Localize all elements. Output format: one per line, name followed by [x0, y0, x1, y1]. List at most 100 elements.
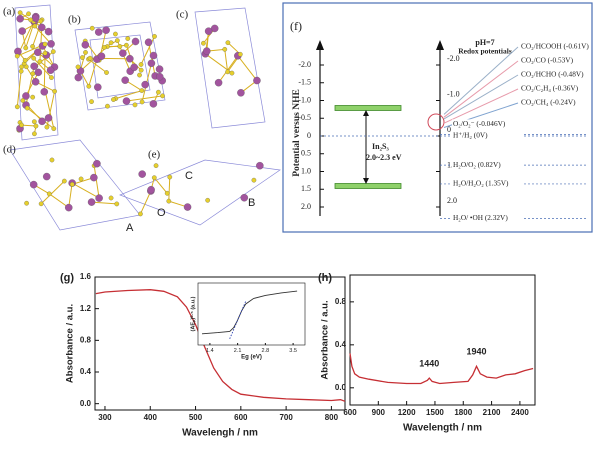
- atom: [152, 34, 157, 39]
- tick-label: -0.5: [298, 113, 311, 122]
- atom: [104, 70, 109, 75]
- atom: [137, 72, 142, 78]
- redox-title: Redox potentials: [458, 47, 512, 56]
- atom: [34, 68, 43, 77]
- atom: [122, 97, 131, 105]
- atom: [160, 93, 165, 99]
- atom: [114, 38, 120, 43]
- atom: [19, 122, 24, 128]
- atom: [138, 62, 144, 67]
- atom: [89, 25, 95, 31]
- atom: [32, 23, 38, 29]
- atom: [156, 89, 161, 95]
- tick-label: -2.0: [447, 54, 460, 63]
- atom: [149, 51, 158, 60]
- atom-label: O: [157, 207, 166, 219]
- atom: [201, 40, 206, 46]
- panel-label: (a): [3, 6, 16, 18]
- atom: [87, 55, 93, 61]
- bond: [33, 57, 52, 78]
- atom: [166, 198, 172, 204]
- atom: [14, 53, 20, 59]
- data-line: [229, 301, 247, 339]
- atom: [18, 68, 24, 74]
- atom: [38, 18, 44, 24]
- x-tick-label: 300: [98, 413, 112, 422]
- atom: [204, 27, 213, 35]
- atom: [14, 104, 20, 110]
- redox-label: CO₂/HCHO (-0.48V): [521, 70, 584, 79]
- atom: [22, 92, 30, 100]
- atom: [64, 203, 73, 212]
- label-bg: [520, 42, 588, 52]
- x-tick-label: 2.8: [262, 348, 270, 354]
- atom: [89, 99, 94, 104]
- atom: [31, 119, 37, 125]
- bond: [46, 91, 56, 128]
- atom-label: C: [185, 170, 193, 182]
- atom: [102, 26, 110, 34]
- plot-frame: [349, 274, 536, 406]
- tick-label: 1.5: [301, 184, 311, 193]
- bond: [224, 49, 229, 72]
- atom: [93, 159, 101, 168]
- atom: [42, 50, 48, 56]
- atom: [167, 174, 173, 180]
- redox-label: CO₂/CO (-0.53V): [521, 56, 574, 65]
- atom: [149, 100, 158, 108]
- atom: [74, 73, 83, 82]
- atom: [69, 182, 75, 187]
- atom: [147, 185, 155, 194]
- bond: [153, 177, 168, 194]
- redox-label: H₂O/ •OH (2.32V): [453, 213, 508, 222]
- x-tick-label: 1800: [454, 408, 472, 417]
- x-tick-label: 800: [325, 413, 339, 422]
- tick-label: 0: [307, 131, 311, 140]
- redox-line: [443, 74, 519, 120]
- panel-label: (h): [318, 272, 332, 284]
- atom: [28, 17, 34, 23]
- atom: [147, 59, 156, 68]
- band-gap: 2.0~2.3 eV: [366, 153, 402, 162]
- atom: [139, 99, 145, 105]
- tick-label: 2.0: [447, 196, 457, 205]
- atom: [81, 41, 90, 49]
- bond: [16, 71, 22, 107]
- atom: [95, 194, 103, 202]
- cell-edge: [89, 34, 151, 99]
- cell-edge: [194, 7, 266, 129]
- atom: [108, 195, 114, 201]
- atom: [23, 45, 29, 51]
- bond: [21, 124, 36, 127]
- atom: [108, 40, 114, 46]
- atom: [94, 28, 103, 36]
- bond: [93, 165, 100, 199]
- x-tick-label: 600: [343, 408, 357, 417]
- atom: [40, 88, 48, 96]
- atom: [24, 105, 30, 111]
- atom: [75, 64, 81, 70]
- redox-label: CO₂/C₂H₄ (-0.36V): [521, 84, 579, 93]
- redox-line: [443, 46, 519, 115]
- atom: [83, 50, 88, 55]
- axis-arrow: [316, 40, 324, 50]
- atom: [16, 15, 24, 23]
- atom: [138, 170, 146, 178]
- bond: [43, 53, 46, 92]
- panel-label: (f): [290, 19, 302, 33]
- label-bg: [520, 70, 588, 80]
- bond: [115, 90, 142, 100]
- tick-label: 0: [447, 125, 451, 134]
- atom: [26, 11, 31, 17]
- x-tick-label: 1500: [426, 408, 444, 417]
- atom: [49, 157, 55, 163]
- arrow-head: [363, 178, 369, 184]
- arrow-head: [363, 110, 369, 116]
- redox-label: H₂O/H₂O₂ (1.35V): [453, 179, 509, 188]
- atom: [124, 42, 129, 48]
- atom: [105, 103, 110, 109]
- atom: [214, 78, 223, 87]
- panel-label: (g): [60, 272, 74, 284]
- atom: [18, 27, 26, 35]
